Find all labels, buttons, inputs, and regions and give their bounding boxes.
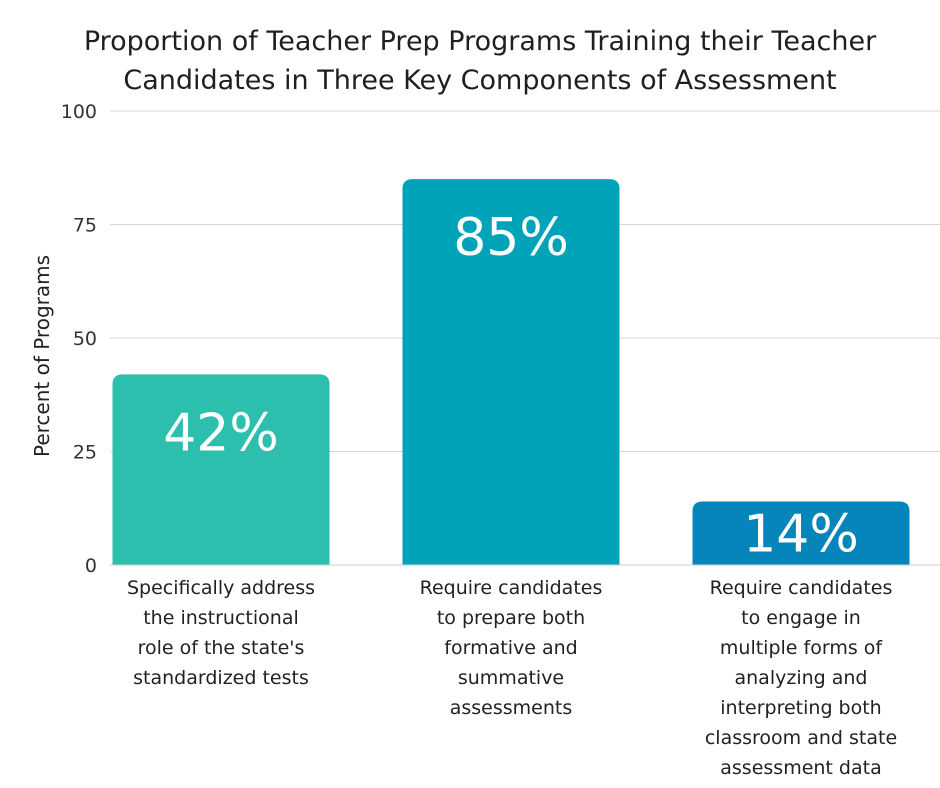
y-tick-label-100: 100 (61, 101, 97, 123)
chart-title-line-1: Proportion of Teacher Prep Programs Trai… (83, 26, 877, 57)
data-label-1: 42% (163, 403, 279, 463)
category-label-1-line-1: Specifically address (127, 577, 315, 599)
y-tick-label-50: 50 (73, 328, 97, 350)
category-label-3-line-6: classroom and state (705, 727, 897, 749)
y-tick-label-25: 25 (73, 442, 97, 464)
bar-1 (112, 374, 330, 565)
category-label-3-line-5: interpreting both (720, 697, 881, 719)
bar-2 (402, 179, 620, 565)
data-label-2: 85% (453, 208, 569, 268)
category-label-2-line-3: formative and (444, 637, 577, 659)
category-label-3-line-3: multiple forms of (720, 637, 883, 659)
chart-title: Proportion of Teacher Prep Programs Trai… (20, 22, 940, 100)
category-label-2-line-1: Require candidates (420, 577, 603, 599)
category-label-1-line-3: role of the state's (138, 637, 305, 659)
category-label-3-line-4: analyzing and (735, 667, 868, 689)
category-label-1-line-4: standardized tests (133, 667, 309, 689)
category-label-2-line-4: summative (458, 667, 564, 689)
chart-title-line-2: Candidates in Three Key Components of As… (123, 65, 837, 96)
data-label-3: 14% (743, 504, 859, 564)
category-label-3-line-7: assessment data (720, 757, 881, 779)
category-label-3-line-1: Require candidates (710, 577, 893, 599)
category-label-3-line-2: to engage in (741, 607, 861, 629)
y-axis-label: Percent of Programs (30, 255, 54, 457)
category-label-2-line-5: assessments (450, 697, 573, 719)
category-label-2-line-2: to prepare both (437, 607, 585, 629)
category-label-1-line-2: the instructional (143, 607, 299, 629)
y-tick-label-75: 75 (73, 215, 97, 237)
bar-3 (692, 501, 910, 565)
y-tick-label-0: 0 (85, 555, 97, 577)
